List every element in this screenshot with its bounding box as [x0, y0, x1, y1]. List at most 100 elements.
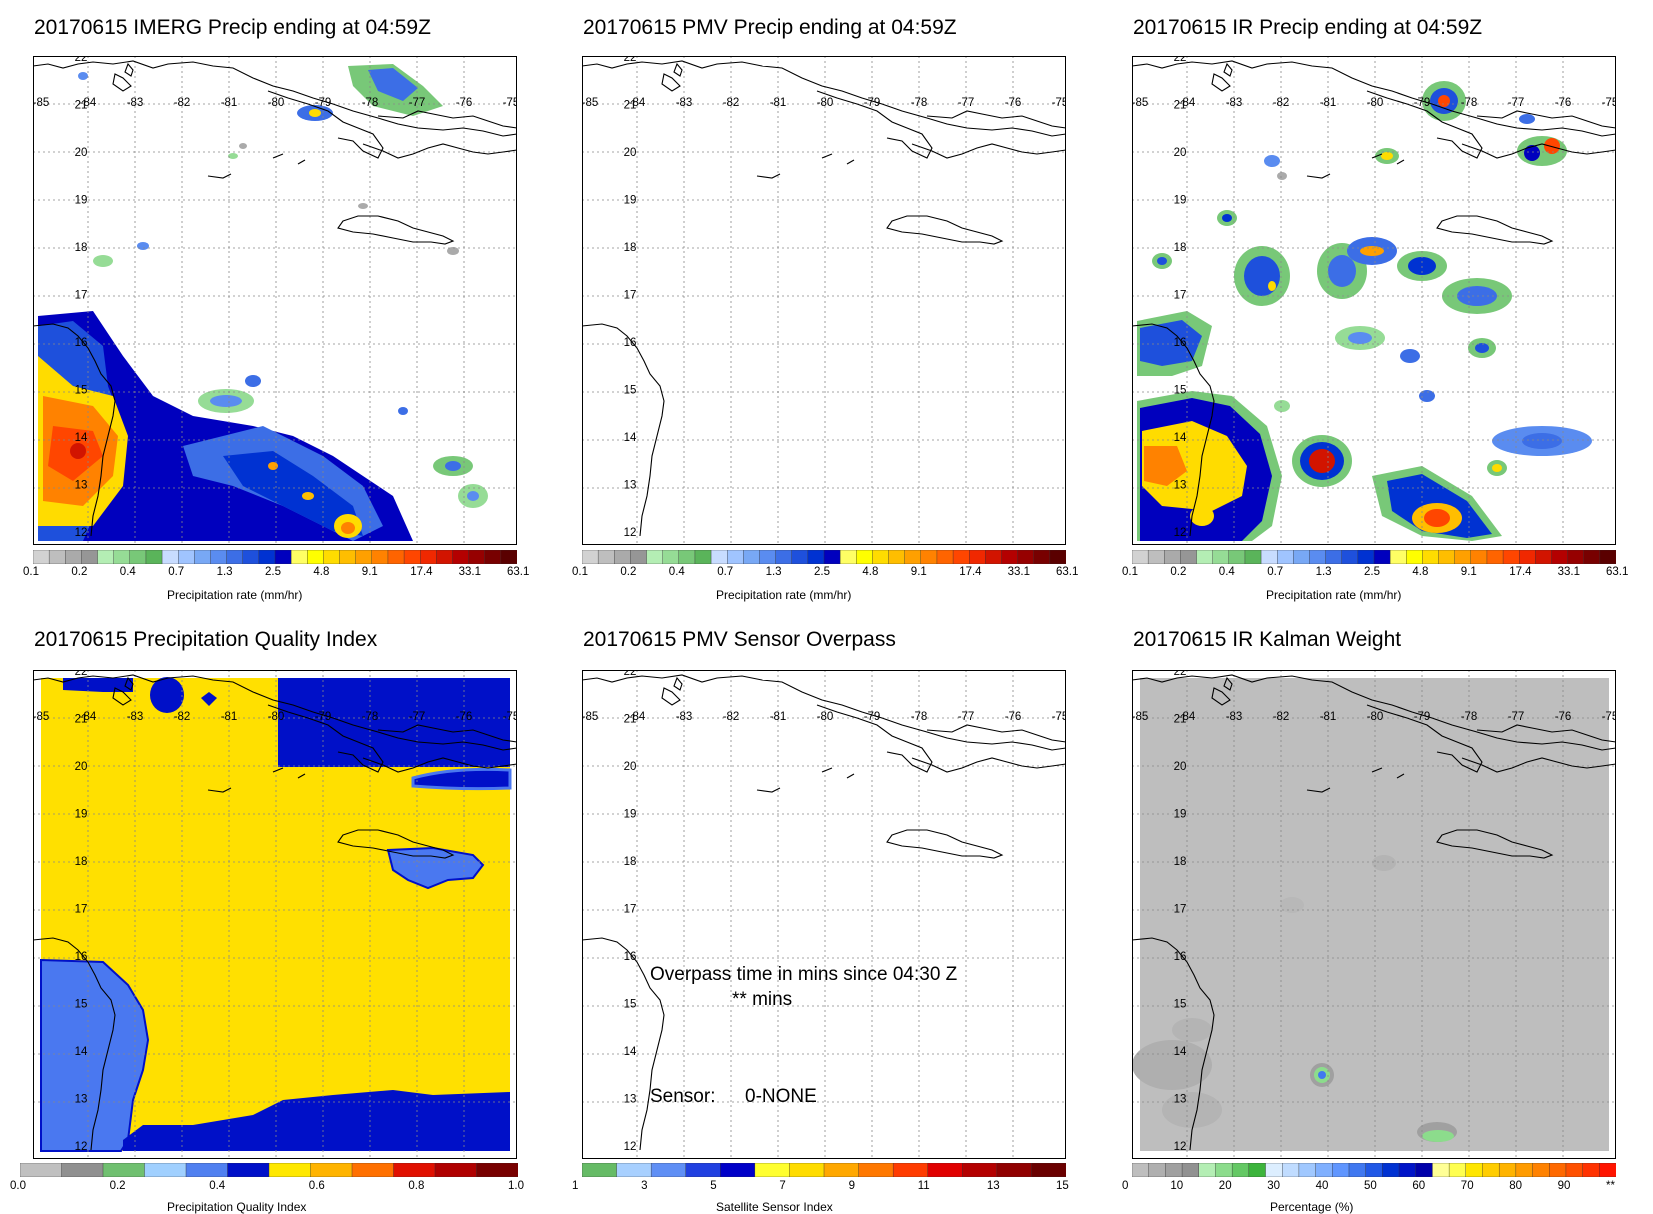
- colorbar-cell: [1181, 1163, 1200, 1177]
- colorbar-cell: [97, 550, 115, 564]
- colorbar-cell: [1567, 550, 1585, 564]
- colorbar-tick-label: 90: [1557, 1180, 1571, 1192]
- sensor-colorbar: [582, 1163, 1066, 1177]
- colorbar-cell: [1465, 1163, 1484, 1177]
- colorbar-cell: [194, 550, 212, 564]
- colorbar-tick-label: 4.8: [313, 566, 330, 578]
- kalman-colorbar-label: Percentage (%): [1270, 1200, 1354, 1214]
- latitude-label: 13: [624, 480, 637, 492]
- latitude-label: 20: [75, 147, 88, 159]
- coastline: [756, 173, 781, 179]
- colorbar-tick-label: 17.4: [410, 566, 433, 578]
- coastline: [926, 110, 1066, 129]
- colorbar-cell: [856, 550, 874, 564]
- longitude-label: -75: [1052, 97, 1066, 109]
- colorbar-cell: [936, 550, 954, 564]
- colorbar-cell: [1498, 1163, 1517, 1177]
- coastline: [1396, 159, 1405, 165]
- kalman-grid: [1132, 670, 1616, 1159]
- imerg-frame: [33, 56, 517, 545]
- latitude-label: 17: [624, 290, 637, 302]
- kalman-frame: [1132, 670, 1616, 1159]
- longitude-label: -79: [864, 711, 881, 723]
- colorbar-cell: [1599, 550, 1616, 564]
- longitude-label: -82: [1273, 97, 1290, 109]
- longitude-label: -79: [1414, 97, 1431, 109]
- colorbar-cell: [1282, 1163, 1300, 1177]
- coastline: [1476, 110, 1616, 129]
- colorbar-tick-label: 0.2: [109, 1180, 126, 1192]
- latitude-label: 21: [624, 100, 637, 112]
- colorbar-cell: [1332, 1163, 1350, 1177]
- colorbar-tick-label: 3: [641, 1180, 648, 1192]
- imerg-colorbar-ticks: 0.1 0.2 0.4 0.7 1.3 2.5 4.8 9.1 17.4 33.1 63.1: [23, 566, 529, 582]
- longitude-label: -76: [456, 711, 473, 723]
- pmv-colorbar-ticks: 0.1 0.2 0.4 0.7 1.3 2.5 4.8 9.1 17.4 33.1 63.1: [572, 566, 1078, 582]
- longitude-label: -85: [582, 97, 598, 109]
- colorbar-cell: [1582, 1163, 1601, 1177]
- sensor-axis-labels: -85 -84 -83 -82 -81 -80 -79 -78 -77 -76 -75 22 21 20 1…: [582, 670, 1066, 1153]
- latitude-label: 12: [75, 527, 88, 539]
- longitude-label: -75: [503, 711, 517, 723]
- coastline: [337, 215, 455, 245]
- sensor-colorbar-ticks: 1 3 5 7 9 11 13 15: [572, 1180, 1069, 1196]
- longitude-label: -77: [1508, 711, 1525, 723]
- colorbar-cell: [1244, 550, 1262, 564]
- colorbar-cell: [678, 550, 696, 564]
- colorbar-cell: [20, 1163, 63, 1177]
- latitude-label: 14: [1174, 1046, 1187, 1058]
- colorbar-tick-label: 0.4: [1218, 566, 1235, 578]
- pmv-grid: [582, 56, 1066, 545]
- longitude-label: -78: [911, 711, 928, 723]
- colorbar-cell: [1017, 550, 1035, 564]
- colorbar-cell: [1482, 1163, 1500, 1177]
- colorbar-tick-label: 17.4: [959, 566, 982, 578]
- colorbar-cell: [1325, 550, 1343, 564]
- coastline: [582, 323, 665, 537]
- coastline: [1461, 757, 1616, 773]
- longitude-label: -77: [409, 711, 426, 723]
- latitude-label: 13: [624, 1094, 637, 1106]
- latitude-label: 22: [624, 670, 637, 678]
- colorbar-tick-label: 60: [1412, 1180, 1426, 1192]
- coastline: [673, 676, 683, 691]
- colorbar-cell: [1147, 550, 1165, 564]
- longitude-label: -78: [1461, 97, 1478, 109]
- colorbar-cell: [61, 1163, 104, 1177]
- colorbar-tick-label: 50: [1364, 1180, 1377, 1192]
- coastline: [816, 704, 933, 773]
- colorbar-cell: [1265, 1163, 1283, 1177]
- kalman-coastlines: [1132, 674, 1616, 1151]
- coastline: [377, 724, 517, 743]
- colorbar-tick-label: 33.1: [1007, 566, 1030, 578]
- sensor-frame: [582, 670, 1066, 1159]
- colorbar-cell: [1228, 550, 1246, 564]
- quality-colorbar-label: Precipitation Quality Index: [167, 1200, 307, 1214]
- latitude-label: 19: [75, 195, 88, 207]
- colorbar-cell: [1132, 1163, 1150, 1177]
- colorbar-cell: [1470, 550, 1488, 564]
- ir-precip-field: [1137, 81, 1592, 541]
- latitude-label: 12: [75, 1141, 88, 1153]
- colorbar-cell: [65, 550, 83, 564]
- longitude-label: -85: [1132, 97, 1148, 109]
- latitude-label: 17: [75, 904, 88, 916]
- coastline: [272, 767, 284, 773]
- colorbar-cell: [1001, 550, 1019, 564]
- colorbar-cell: [227, 1163, 270, 1177]
- colorbar-tick-label: 17.4: [1509, 566, 1532, 578]
- colorbar-cell: [1357, 550, 1375, 564]
- kalman-field: [1132, 678, 1609, 1151]
- coastline: [1132, 937, 1215, 1151]
- latitude-label: 14: [75, 432, 88, 444]
- colorbar-cell: [355, 550, 373, 564]
- longitude-label: -76: [1555, 711, 1572, 723]
- coastline: [756, 787, 781, 793]
- longitude-label: -78: [1461, 711, 1478, 723]
- colorbar-cell: [290, 550, 308, 564]
- longitude-label: -76: [1005, 711, 1022, 723]
- coastline: [1371, 153, 1383, 159]
- latitude-label: 16: [1174, 337, 1187, 349]
- kalman-colorbar: [1132, 1163, 1616, 1177]
- colorbar-cell: [468, 550, 486, 564]
